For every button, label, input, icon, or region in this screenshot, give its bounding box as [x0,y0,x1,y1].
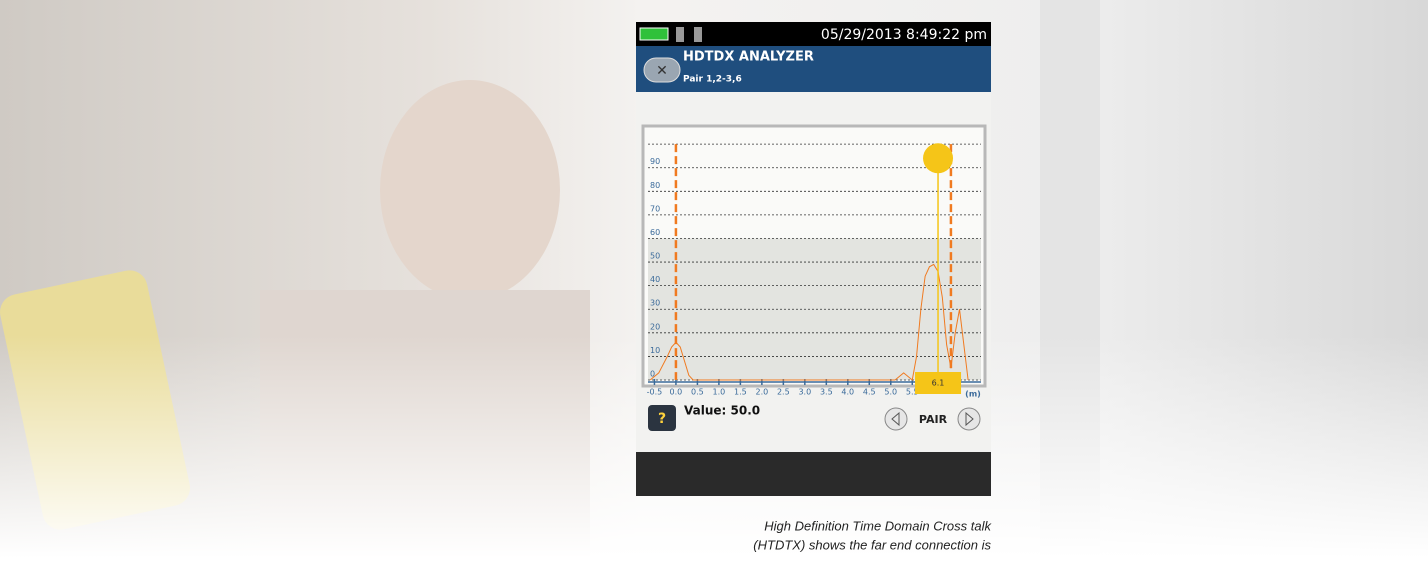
y-tick-label: 40 [650,275,660,284]
y-tick-label: 70 [650,204,660,213]
header-title: HDTDX ANALYZER [683,50,814,65]
back-icon: ✕ [656,63,668,79]
y-tick-label: 60 [650,228,660,237]
x-tick-label: 0.0 [670,388,683,397]
pair-next-button[interactable] [958,408,980,430]
cursor-handle[interactable] [923,143,953,173]
link-icon [694,27,702,42]
x-tick-label: 2.0 [755,388,768,397]
x-tick-label: 0.5 [691,388,704,397]
x-tick-label: 4.5 [863,388,876,397]
x-tick-label: 3.5 [820,388,833,397]
y-tick-label: 10 [650,346,660,355]
y-tick-label: 80 [650,181,660,190]
x-tick-label: 3.0 [798,388,811,397]
x-tick-label: 2.5 [777,388,790,397]
x-tick-label: 1.0 [713,388,726,397]
x-tick-label: 4.0 [841,388,854,397]
header-subtitle: Pair 1,2-3,6 [683,75,742,85]
pair-prev-button[interactable] [885,408,907,430]
x-unit: (m) [965,390,981,399]
link-icon [676,27,684,42]
x-tick-label: 5.0 [884,388,897,397]
pair-label: PAIR [919,413,948,426]
y-tick-label: 20 [650,322,660,331]
x-tick-label: 1.5 [734,388,747,397]
help-label: ? [658,411,666,427]
y-tick-label: 50 [650,252,660,261]
caption-line: High Definition Time Domain Cross talk [764,518,992,533]
screen: 05/29/2013 8:49:22 pm ✕ HDTDX ANALYZER P… [0,0,1428,558]
cursor-label: 6.1 [932,379,945,388]
caption-line: (HTDTX) shows the far end connection is [753,537,991,552]
battery-icon [640,28,668,40]
x-tick-label: -0.5 [647,388,663,397]
readout: Value: 50.0 [684,404,760,418]
y-tick-label: 30 [650,299,660,308]
datetime: 05/29/2013 8:49:22 pm [821,27,987,43]
y-tick-label: 90 [650,157,660,166]
bottom-bar [636,452,991,496]
